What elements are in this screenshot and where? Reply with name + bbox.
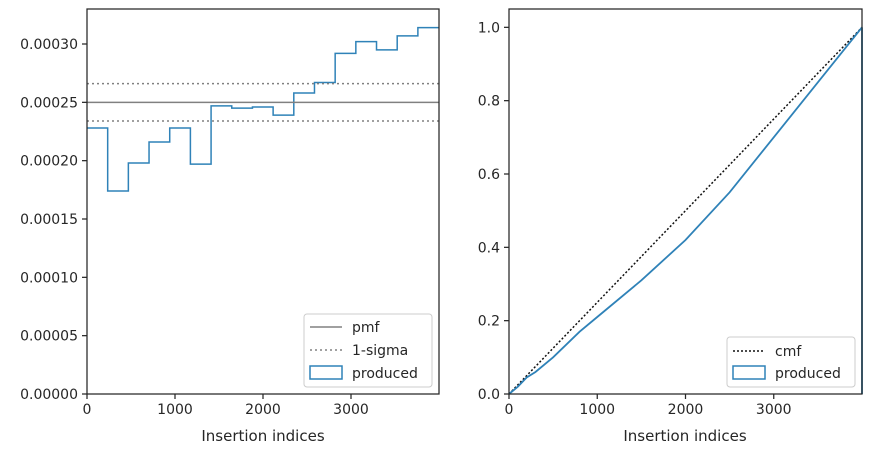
right-y-tick-label: 1.0	[478, 20, 500, 36]
right-y-tick-label: 0.8	[478, 94, 500, 110]
legend-produced-label-right: produced	[775, 366, 841, 382]
left-legend-box	[303, 313, 433, 388]
left-chart-panel: 0 1000 2000 3000 0.000000.000050.000100.000…	[20, 8, 440, 445]
right-y-ticks: 0.0 0.2 0.4 0.6 0.8 1.0	[478, 20, 509, 403]
left-y-tick-label: 0.00005	[20, 329, 78, 345]
left-x-ticks: 0 1000 2000 3000	[83, 394, 369, 418]
left-y-tick-label: 0.00025	[20, 95, 78, 111]
right-x-axis-label: Insertion indices	[623, 427, 746, 445]
cmf-line	[508, 26, 863, 395]
left-x-axis-label: Insertion indices	[201, 427, 324, 445]
left-x-tick-label: 1000	[157, 402, 193, 418]
right-x-tick-label: 2000	[668, 402, 704, 418]
left-y-tick-label: 0.00020	[20, 154, 78, 170]
left-y-tick-label: 0.00015	[20, 212, 78, 228]
left-y-tick-label: 0.00010	[20, 270, 78, 286]
right-y-tick-label: 0.0	[478, 387, 500, 403]
legend-sigma-label: 1-sigma	[352, 343, 408, 359]
right-legend: cmf produced	[726, 336, 856, 388]
produced-step-line	[87, 26, 439, 192]
left-y-tick-label: 0.00030	[20, 37, 78, 53]
right-x-tick-label: 0	[505, 402, 514, 418]
legend-pmf-label: pmf	[352, 320, 381, 336]
left-y-ticks: 0.00000 0.00005 0.00010 0.00015 0.00020 0.000…	[20, 37, 87, 403]
right-chart-panel: 0 1000 2000 3000 0.0 0.2 0.4 0.6 0.8 1.0 Inserti…	[478, 8, 863, 445]
right-y-tick-label: 0.2	[478, 314, 500, 330]
left-y-tick-label: 0.00000	[20, 387, 78, 403]
left-x-tick-label: 2000	[245, 402, 281, 418]
right-x-tick-label: 3000	[756, 402, 792, 418]
legend-produced-label: produced	[352, 366, 418, 382]
left-x-tick-label: 0	[83, 402, 92, 418]
legend-cmf-label: cmf	[775, 344, 802, 360]
right-y-tick-label: 0.6	[478, 167, 500, 183]
produced-cumulative-line	[508, 26, 863, 395]
legend-produced-swatch	[309, 365, 343, 380]
right-plot-background	[509, 9, 862, 394]
right-legend-box	[726, 336, 856, 388]
right-x-ticks: 0 1000 2000 3000	[505, 394, 792, 418]
right-y-tick-label: 0.4	[478, 240, 500, 256]
right-x-tick-label: 1000	[579, 402, 615, 418]
left-x-tick-label: 3000	[333, 402, 369, 418]
legend-produced-swatch-right	[732, 365, 766, 380]
left-legend: pmf 1-sigma produced	[303, 313, 433, 388]
left-chart-data-layer	[87, 26, 439, 192]
